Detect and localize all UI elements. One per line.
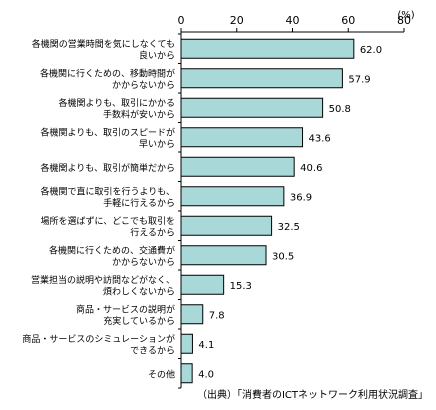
x-tick-label: 40 [286,14,300,27]
data-label: 36.9 [290,192,312,203]
bar [180,127,304,148]
bar [180,333,193,354]
bar [180,68,343,89]
category-label: 各機関に行くための、移動時間がかからないから [40,68,175,92]
category-label: 各機関よりも、取引にかかる手数料が安いから [58,97,175,121]
data-label: 40.6 [300,163,322,174]
bars: 62.0 各機関の営業時間を気にしなくても良いから 57.9 各機関に行くための、移動… [22,38,382,384]
data-label: 32.5 [278,222,300,233]
category-label: 商品・サービスのシミュレーションができるから [22,333,175,357]
category-label: 各機関の営業時間を気にしなくても良いから [32,38,175,62]
category-label: 営業担当の説明や訪問などがなく、煩わしくないから [31,274,175,298]
bar [180,215,273,236]
data-label: 30.5 [272,251,294,262]
data-label: 4.0 [198,369,214,380]
data-label: 7.8 [209,310,225,321]
bar [180,38,355,59]
axes [178,31,404,389]
category-label: 場所を選ばずに、どこでも取引を行えるから [41,215,175,239]
bar [180,245,267,266]
category-label: その他 [148,368,175,380]
data-label: 62.0 [360,45,382,56]
x-tick-label: 20 [230,14,244,27]
data-label: 4.1 [198,340,214,351]
source-note: （出典）「消費者のICTネットワーク利用状況調査」 [196,390,428,401]
bar [180,363,193,384]
bar [180,304,204,325]
bar [180,274,225,295]
data-label: 57.9 [348,74,370,85]
unit-label: (%) [397,10,414,21]
x-tick-label: 0 [178,14,185,27]
category-label: 各機関で直に取引を行うよりも、手軽に行えるから [40,186,175,210]
data-label: 50.8 [329,104,351,115]
x-tick-label: 60 [341,14,355,27]
x-tick-label: 80 [397,14,411,27]
category-label: 商品・サービスの説明が充実しているから [76,304,175,328]
category-label: 各機関よりも、取引のスピードが早いから [40,127,175,151]
bar [180,97,324,118]
bar [180,156,295,177]
data-label: 43.6 [309,133,331,144]
category-label: 各機関に行くための、交通費がかからないから [49,245,175,269]
category-label: 各機関よりも、取引が簡単だから [40,162,175,174]
data-label: 15.3 [230,281,252,292]
bar [180,186,285,207]
x-axis-ticks: 0 20 40 60 80 [178,14,411,32]
